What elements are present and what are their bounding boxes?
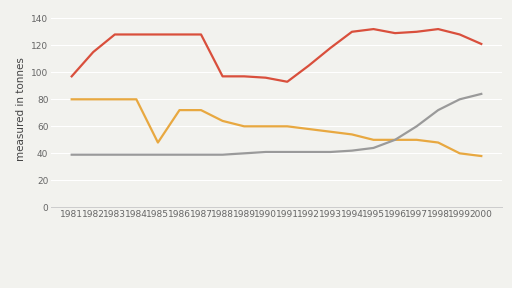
Y-axis label: measured in tonnes: measured in tonnes [16,58,26,161]
